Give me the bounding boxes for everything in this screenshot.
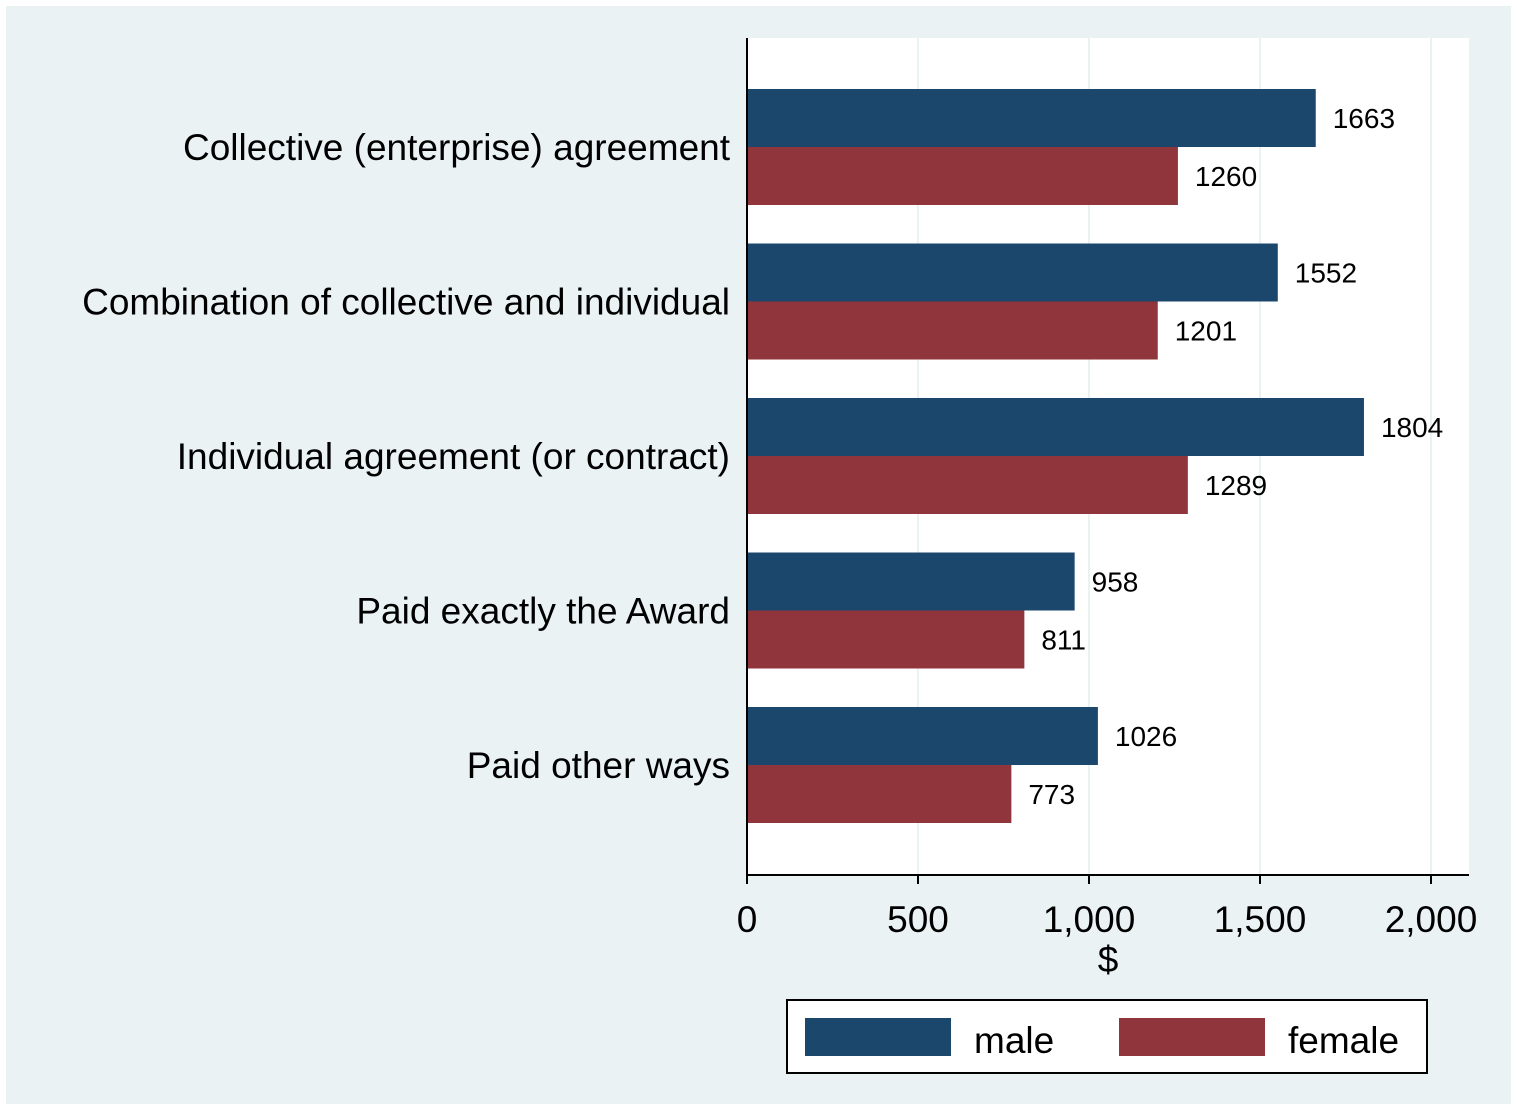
value-label-male-paid-other-ways: 1026 [1115, 721, 1177, 752]
value-label-male-collective-enterprise-agreement: 1663 [1333, 103, 1395, 134]
bar-female-collective-enterprise-agreement [747, 147, 1178, 205]
bars [747, 89, 1364, 823]
legend-swatch-male [805, 1018, 951, 1056]
category-label-collective-enterprise-agreement: Collective (enterprise) agreement [183, 127, 731, 168]
bar-male-collective-enterprise-agreement [747, 89, 1316, 147]
category-label-paid-other-ways: Paid other ways [467, 745, 730, 786]
category-labels: Collective (enterprise) agreement Combina… [82, 127, 731, 786]
value-label-female-combination-of-collective-and-individual: 1201 [1175, 316, 1237, 347]
x-tick-label-1500: 1,500 [1214, 899, 1307, 940]
bar-male-paid-other-ways [747, 707, 1098, 765]
legend-swatch-female [1119, 1018, 1265, 1056]
value-label-male-individual-agreement-or-contract: 1804 [1381, 412, 1443, 443]
x-axis-label: $ [1098, 939, 1119, 980]
value-label-female-individual-agreement-or-contract: 1289 [1205, 470, 1267, 501]
bar-female-individual-agreement-or-contract [747, 456, 1188, 514]
value-label-female-paid-exactly-the-award: 811 [1041, 625, 1086, 656]
value-label-female-paid-other-ways: 773 [1028, 779, 1075, 810]
x-axis-ticks: 0 500 1,000 1,500 2,000 [737, 875, 1478, 940]
category-label-paid-exactly-the-award: Paid exactly the Award [356, 591, 730, 632]
legend-label-male: male [974, 1020, 1054, 1061]
legend: male female [786, 999, 1428, 1074]
bar-male-paid-exactly-the-award [747, 552, 1075, 611]
bar-male-individual-agreement-or-contract [747, 398, 1364, 456]
x-tick-label-1000: 1,000 [1043, 899, 1136, 940]
bar-male-combination-of-collective-and-individual [747, 243, 1278, 302]
x-tick-label-0: 0 [737, 899, 758, 940]
legend-label-female: female [1288, 1020, 1399, 1061]
value-label-female-collective-enterprise-agreement: 1260 [1195, 161, 1257, 192]
bar-female-paid-other-ways [747, 765, 1012, 823]
x-tick-label-2000: 2,000 [1385, 899, 1478, 940]
bar-female-paid-exactly-the-award [747, 610, 1025, 669]
x-tick-label-500: 500 [887, 899, 949, 940]
category-label-combination-of-collective-and-individual: Combination of collective and individual [82, 282, 730, 323]
value-label-male-combination-of-collective-and-individual: 1552 [1295, 258, 1357, 289]
bar-female-combination-of-collective-and-individual [747, 301, 1158, 360]
value-label-male-paid-exactly-the-award: 958 [1092, 567, 1139, 598]
category-label-individual-agreement-or-contract: Individual agreement (or contract) [177, 436, 730, 477]
